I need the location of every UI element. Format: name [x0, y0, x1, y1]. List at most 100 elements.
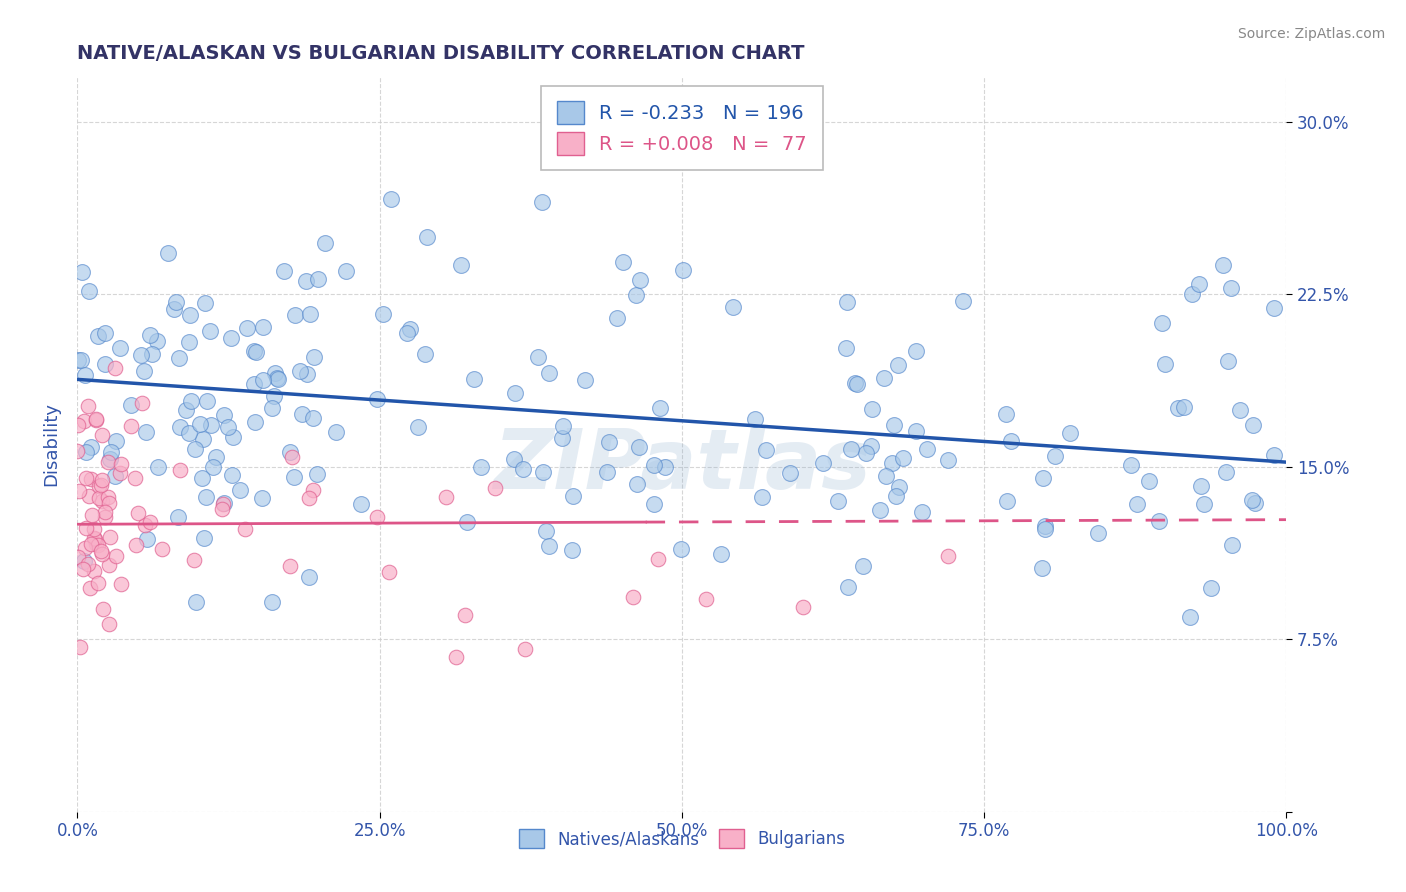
Point	[98, 496, 121, 510]
Point	[450, 258, 472, 272]
Point	[148, 460, 170, 475]
Point	[150, 541, 173, 556]
Point	[79, 440, 101, 454]
Point	[201, 459, 224, 474]
Point	[212, 496, 235, 510]
Point	[252, 373, 274, 387]
Point	[860, 402, 883, 417]
Point	[91, 547, 114, 561]
Point	[744, 412, 766, 426]
Point	[446, 650, 468, 665]
Point	[183, 553, 205, 567]
Point	[87, 538, 110, 552]
Point	[647, 551, 669, 566]
Point	[77, 284, 100, 298]
Point	[1154, 357, 1177, 371]
Point	[233, 522, 256, 536]
Point	[1263, 301, 1285, 315]
Point	[470, 460, 492, 475]
Point	[295, 367, 318, 381]
Point	[936, 549, 959, 564]
Point	[453, 607, 475, 622]
Point	[378, 565, 401, 579]
Point	[87, 575, 110, 590]
Point	[97, 455, 120, 469]
Point	[911, 505, 934, 519]
Point	[995, 407, 1018, 421]
Point	[273, 263, 295, 277]
Point	[349, 497, 371, 511]
Point	[72, 265, 94, 279]
Point	[283, 470, 305, 484]
Point	[1059, 426, 1081, 441]
Point	[434, 490, 457, 504]
Point	[416, 229, 439, 244]
Point	[97, 558, 120, 572]
Point	[869, 503, 891, 517]
Point	[179, 309, 201, 323]
Point	[188, 417, 211, 432]
Point	[110, 457, 132, 471]
Point	[280, 450, 302, 464]
Point	[1199, 581, 1222, 595]
Point	[936, 453, 959, 467]
Point	[512, 461, 534, 475]
Point	[67, 417, 90, 432]
Point	[574, 373, 596, 387]
Point	[845, 376, 868, 391]
Point	[373, 307, 395, 321]
Point	[837, 580, 859, 594]
Point	[1220, 538, 1243, 552]
Point	[626, 476, 648, 491]
Point	[186, 595, 208, 609]
Point	[66, 352, 89, 367]
Point	[82, 508, 104, 523]
Point	[100, 444, 122, 458]
Point	[538, 539, 561, 553]
Point	[80, 472, 103, 486]
Point	[141, 347, 163, 361]
Point	[860, 439, 883, 453]
Point	[1241, 418, 1264, 433]
Point	[89, 478, 111, 492]
Point	[887, 358, 910, 372]
Point	[596, 465, 619, 479]
Point	[835, 295, 858, 310]
Point	[835, 341, 858, 355]
Point	[145, 334, 167, 349]
Point	[177, 334, 200, 349]
Point	[139, 327, 162, 342]
Point	[75, 445, 97, 459]
Point	[463, 372, 485, 386]
Point	[195, 394, 218, 409]
Point	[260, 595, 283, 609]
Point	[108, 467, 131, 481]
Point	[280, 445, 302, 459]
Point	[294, 274, 316, 288]
Point	[70, 353, 93, 368]
Point	[69, 483, 91, 498]
Point	[995, 494, 1018, 508]
Point	[169, 463, 191, 477]
Point	[84, 532, 107, 546]
Point	[413, 347, 436, 361]
Point	[1126, 496, 1149, 510]
Point	[672, 263, 695, 277]
Point	[212, 408, 235, 422]
Point	[193, 532, 215, 546]
Point	[194, 295, 217, 310]
Point	[252, 491, 274, 505]
Point	[298, 491, 321, 506]
Point	[69, 640, 91, 654]
Point	[302, 350, 325, 364]
Point	[399, 322, 422, 336]
Point	[94, 509, 117, 524]
Point	[260, 401, 283, 416]
Point	[219, 331, 242, 345]
Point	[263, 389, 285, 403]
Point	[83, 531, 105, 545]
Point	[183, 442, 205, 456]
Point	[89, 479, 111, 493]
Point	[79, 581, 101, 595]
Point	[134, 364, 156, 378]
